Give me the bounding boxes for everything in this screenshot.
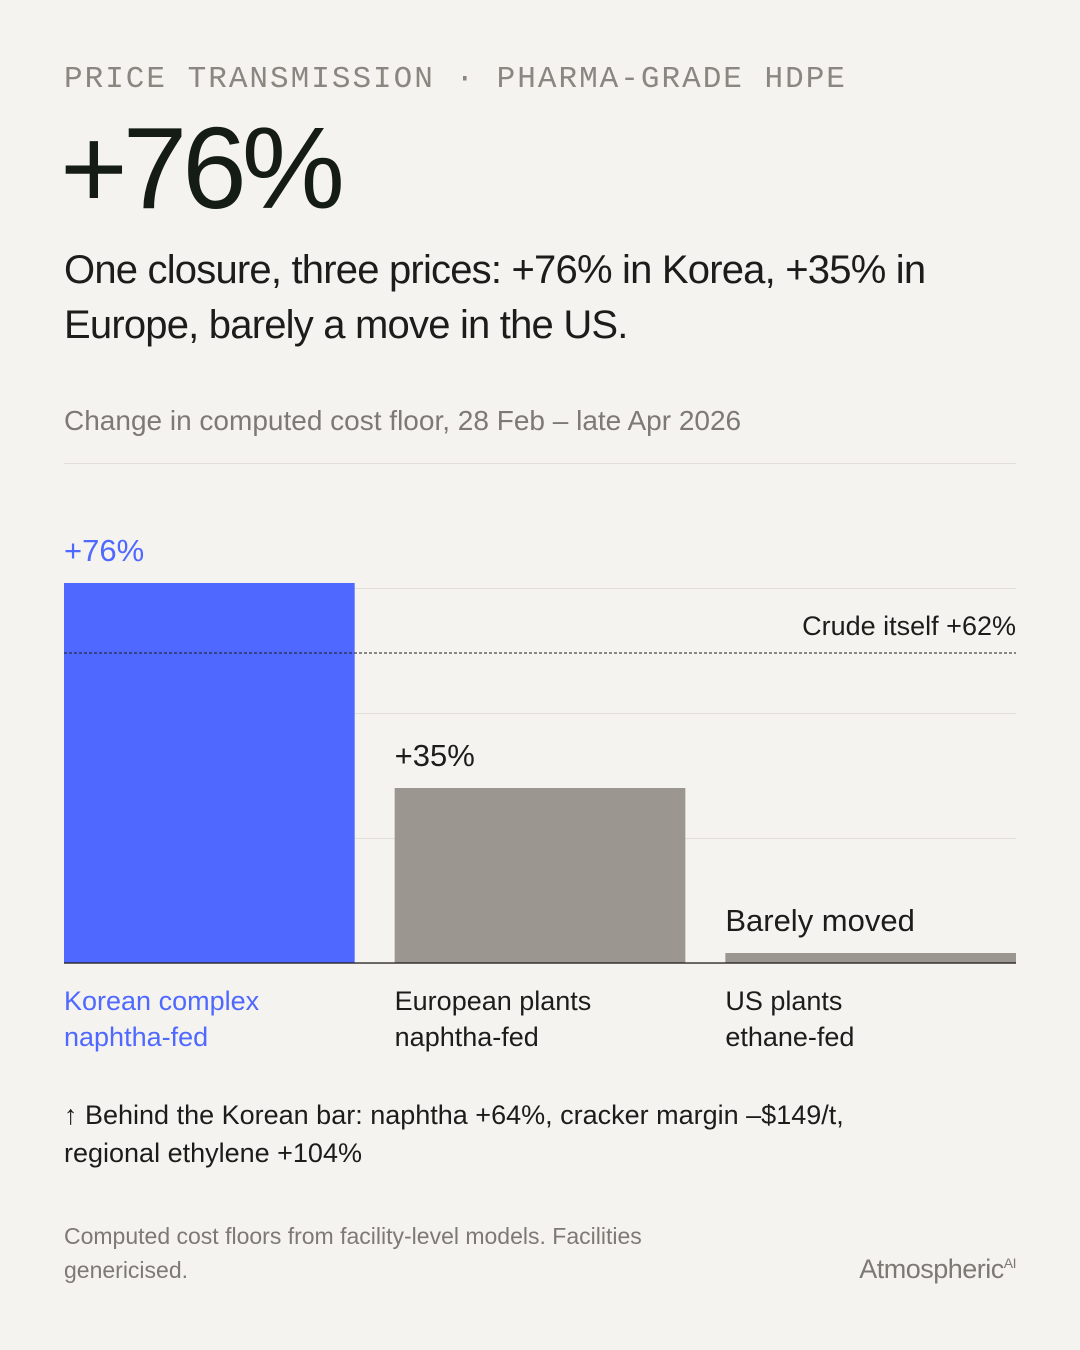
category-sublabel: naphtha-fed (64, 1022, 208, 1052)
bar (725, 953, 1016, 963)
category-label: Korean complex (64, 986, 260, 1016)
reference-label: Crude itself +62% (802, 611, 1016, 641)
category-sublabel: ethane-fed (725, 1022, 854, 1052)
subtitle: One closure, three prices: +76% in Korea… (64, 248, 926, 347)
bar (64, 583, 355, 963)
note: ↑ Behind the Korean bar: naphtha +64%, c… (64, 1100, 844, 1168)
category-label: US plants (725, 986, 842, 1016)
brand-name: Atmospheric (859, 1254, 1004, 1284)
value-label: Barely moved (725, 903, 915, 938)
chart-caption: Change in computed cost floor, 28 Feb – … (64, 405, 742, 436)
value-label: +35% (395, 738, 475, 773)
brand-suffix: AI (1003, 1255, 1017, 1271)
bar (394, 788, 686, 963)
category-label: European plants (395, 986, 592, 1016)
kicker: PRICE TRANSMISSION · PHARMA-GRADE HDPE (64, 62, 847, 97)
category-sublabel: naphtha-fed (395, 1022, 539, 1052)
value-label: +76% (64, 533, 144, 568)
footnote: Computed cost floors from facility-level… (64, 1223, 642, 1283)
brand: AtmosphericAI (859, 1254, 1016, 1285)
headline: +76% (60, 103, 345, 233)
